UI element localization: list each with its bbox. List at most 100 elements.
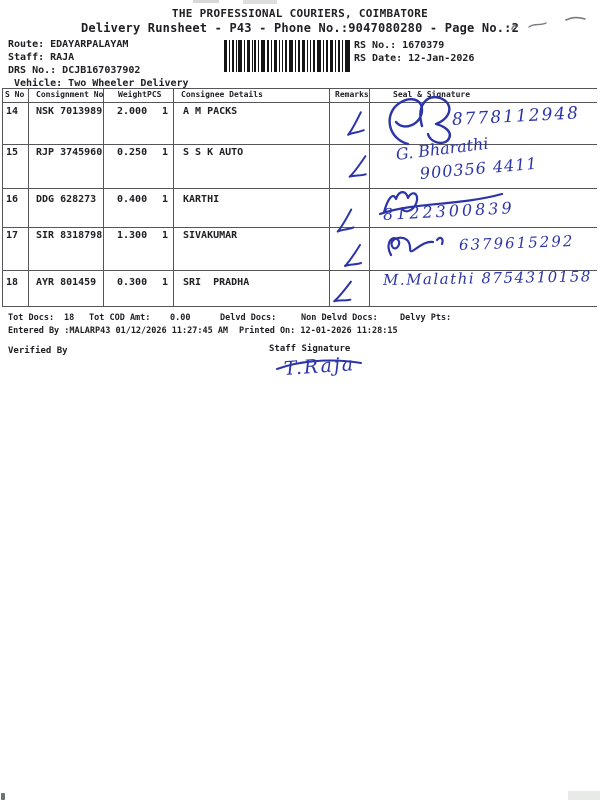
cell-consignee: SRI PRADHA: [183, 277, 250, 288]
non-delvd-docs-label: Non Delvd Docs:: [301, 313, 378, 323]
delvd-docs-label: Delvd Docs:: [220, 313, 277, 323]
vehicle-value: Two Wheeler Delivery: [68, 78, 189, 89]
scan-mark-bottom-left: [1, 793, 5, 800]
remark-tick-row18: [333, 280, 352, 303]
row-separator-3: [2, 227, 597, 228]
staff-value: RAJA: [50, 52, 75, 63]
barcode: [224, 40, 350, 72]
col-header-consignee: Consignee Details: [181, 90, 263, 99]
cell-consignment: SIR 8318798: [36, 230, 103, 241]
drs-line: DRS No.: DCJB167037902: [8, 65, 140, 76]
cell-consignee: SIVAKUMAR: [183, 230, 238, 241]
col-header-weight: Weight: [118, 90, 147, 99]
signature-scribble-row17: [387, 236, 444, 257]
printed-on: Printed On: 12-01-2026 11:28:15: [239, 326, 398, 336]
scan-smudge-top-2: [243, 0, 277, 4]
col-border-weight: [173, 88, 174, 306]
cell-weight: 0.300: [117, 277, 148, 288]
cell-pcs: 1: [162, 194, 169, 205]
route-line: Route: EDAYARPALAYAM: [8, 39, 128, 50]
cell-sno: 18: [6, 277, 19, 288]
remark-tick-row14: [347, 111, 365, 136]
remark-tick-row17: [344, 244, 362, 267]
col-border-left: [2, 88, 3, 306]
drs-label: DRS No.:: [8, 65, 57, 76]
cell-pcs: 1: [162, 230, 169, 241]
table-border-bottom: [2, 306, 597, 307]
pen-mark-tick: [511, 24, 517, 30]
scan-smudge-top-1: [193, 0, 219, 3]
col-header-sno: S No: [5, 90, 25, 99]
rs-no-value: 1670379: [402, 40, 445, 51]
rs-no-label: RS No.:: [354, 40, 397, 51]
route-value: EDAYARPALAYAM: [50, 39, 129, 50]
vehicle-label: Vehicle:: [14, 78, 63, 89]
runsheet-subtitle: Delivery Runsheet - P43 - Phone No.:9047…: [80, 21, 520, 35]
staff-signature-label: Staff Signature: [269, 344, 351, 354]
cell-pcs: 1: [162, 147, 169, 158]
staff-label: Staff:: [8, 52, 45, 63]
col-border-remarks: [369, 88, 370, 306]
cell-consignment: RJP 3745960: [36, 147, 103, 158]
col-border-consignment: [103, 88, 104, 306]
col-border-sno: [28, 88, 29, 306]
cell-sno: 15: [6, 147, 19, 158]
pen-mark-squiggle: [528, 22, 547, 28]
pen-mark-dash: [565, 16, 586, 21]
staff-signature-flourish: [276, 359, 362, 370]
cell-sno: 14: [6, 106, 19, 117]
cell-consignment: AYR 801459: [36, 277, 97, 288]
staff-signature-name: T.Raja: [283, 353, 356, 380]
cell-weight: 2.000: [117, 106, 148, 117]
cell-sno: 16: [6, 194, 19, 205]
signature-scribble-row16: [378, 191, 504, 216]
tot-cod-label: Tot COD Amt:: [89, 313, 151, 323]
cell-consignee: A M PACKS: [183, 106, 238, 117]
signature-phone: 8122300839: [382, 198, 516, 224]
delvy-pts-label: Delvy Pts:: [400, 313, 452, 323]
col-header-signature: Seal & Signature: [393, 90, 471, 99]
signature-scribble-row14: [388, 95, 451, 146]
cell-consignee: S S K AUTO: [183, 147, 244, 158]
cell-consignment: NSK 7013989: [36, 106, 103, 117]
entered-by: Entered By :MALARP43 01/12/2026 11:27:45…: [8, 326, 229, 336]
route-label: Route:: [8, 39, 45, 50]
signature-phone: 900356 4411: [419, 153, 539, 183]
cell-consignment: DDG 628273: [36, 194, 97, 205]
cell-weight: 0.250: [117, 147, 148, 158]
row-separator-1: [2, 144, 597, 145]
row-separator-4: [2, 270, 597, 271]
cell-sno: 17: [6, 230, 19, 241]
signature-phone: 8778112948: [451, 103, 581, 130]
remark-tick-row16: [336, 208, 355, 233]
cell-pcs: 1: [162, 106, 169, 117]
cell-pcs: 1: [162, 277, 169, 288]
tot-docs-label: Tot Docs:: [8, 313, 55, 323]
signature-phone: 6379615292: [458, 231, 575, 254]
table-header-separator: [2, 102, 597, 103]
col-header-remarks: Remarks: [335, 90, 369, 99]
tot-cod-value: 0.00: [170, 313, 191, 323]
scan-shade-bottom-right: [568, 791, 600, 800]
table-border-top: [2, 88, 597, 89]
rs-date-label: RS Date:: [354, 53, 403, 64]
remark-tick-row15: [348, 155, 367, 178]
cell-weight: 0.400: [117, 194, 148, 205]
tot-docs-value: 18: [64, 313, 75, 323]
rs-date-line: RS Date: 12-Jan-2026: [354, 53, 474, 64]
staff-line: Staff: RAJA: [8, 52, 74, 63]
company-title: THE PROFESSIONAL COURIERS, COIMBATORE: [171, 7, 429, 20]
cell-weight: 1.300: [117, 230, 148, 241]
drs-value: DCJB167037902: [62, 65, 141, 76]
col-header-consignment: Consignment No: [36, 90, 104, 99]
col-header-pcs: PCS: [147, 90, 162, 99]
verified-by-label: Verified By: [8, 346, 68, 356]
col-border-details: [329, 88, 330, 306]
signature-name-phone: M.Malathi 8754310158: [382, 267, 592, 289]
row-separator-2: [2, 188, 597, 189]
cell-consignee: KARTHI: [183, 194, 220, 205]
rs-date-value: 12-Jan-2026: [408, 53, 475, 64]
rs-no-line: RS No.: 1670379: [354, 40, 444, 51]
vehicle-line: Vehicle: Two Wheeler Delivery: [14, 78, 189, 89]
